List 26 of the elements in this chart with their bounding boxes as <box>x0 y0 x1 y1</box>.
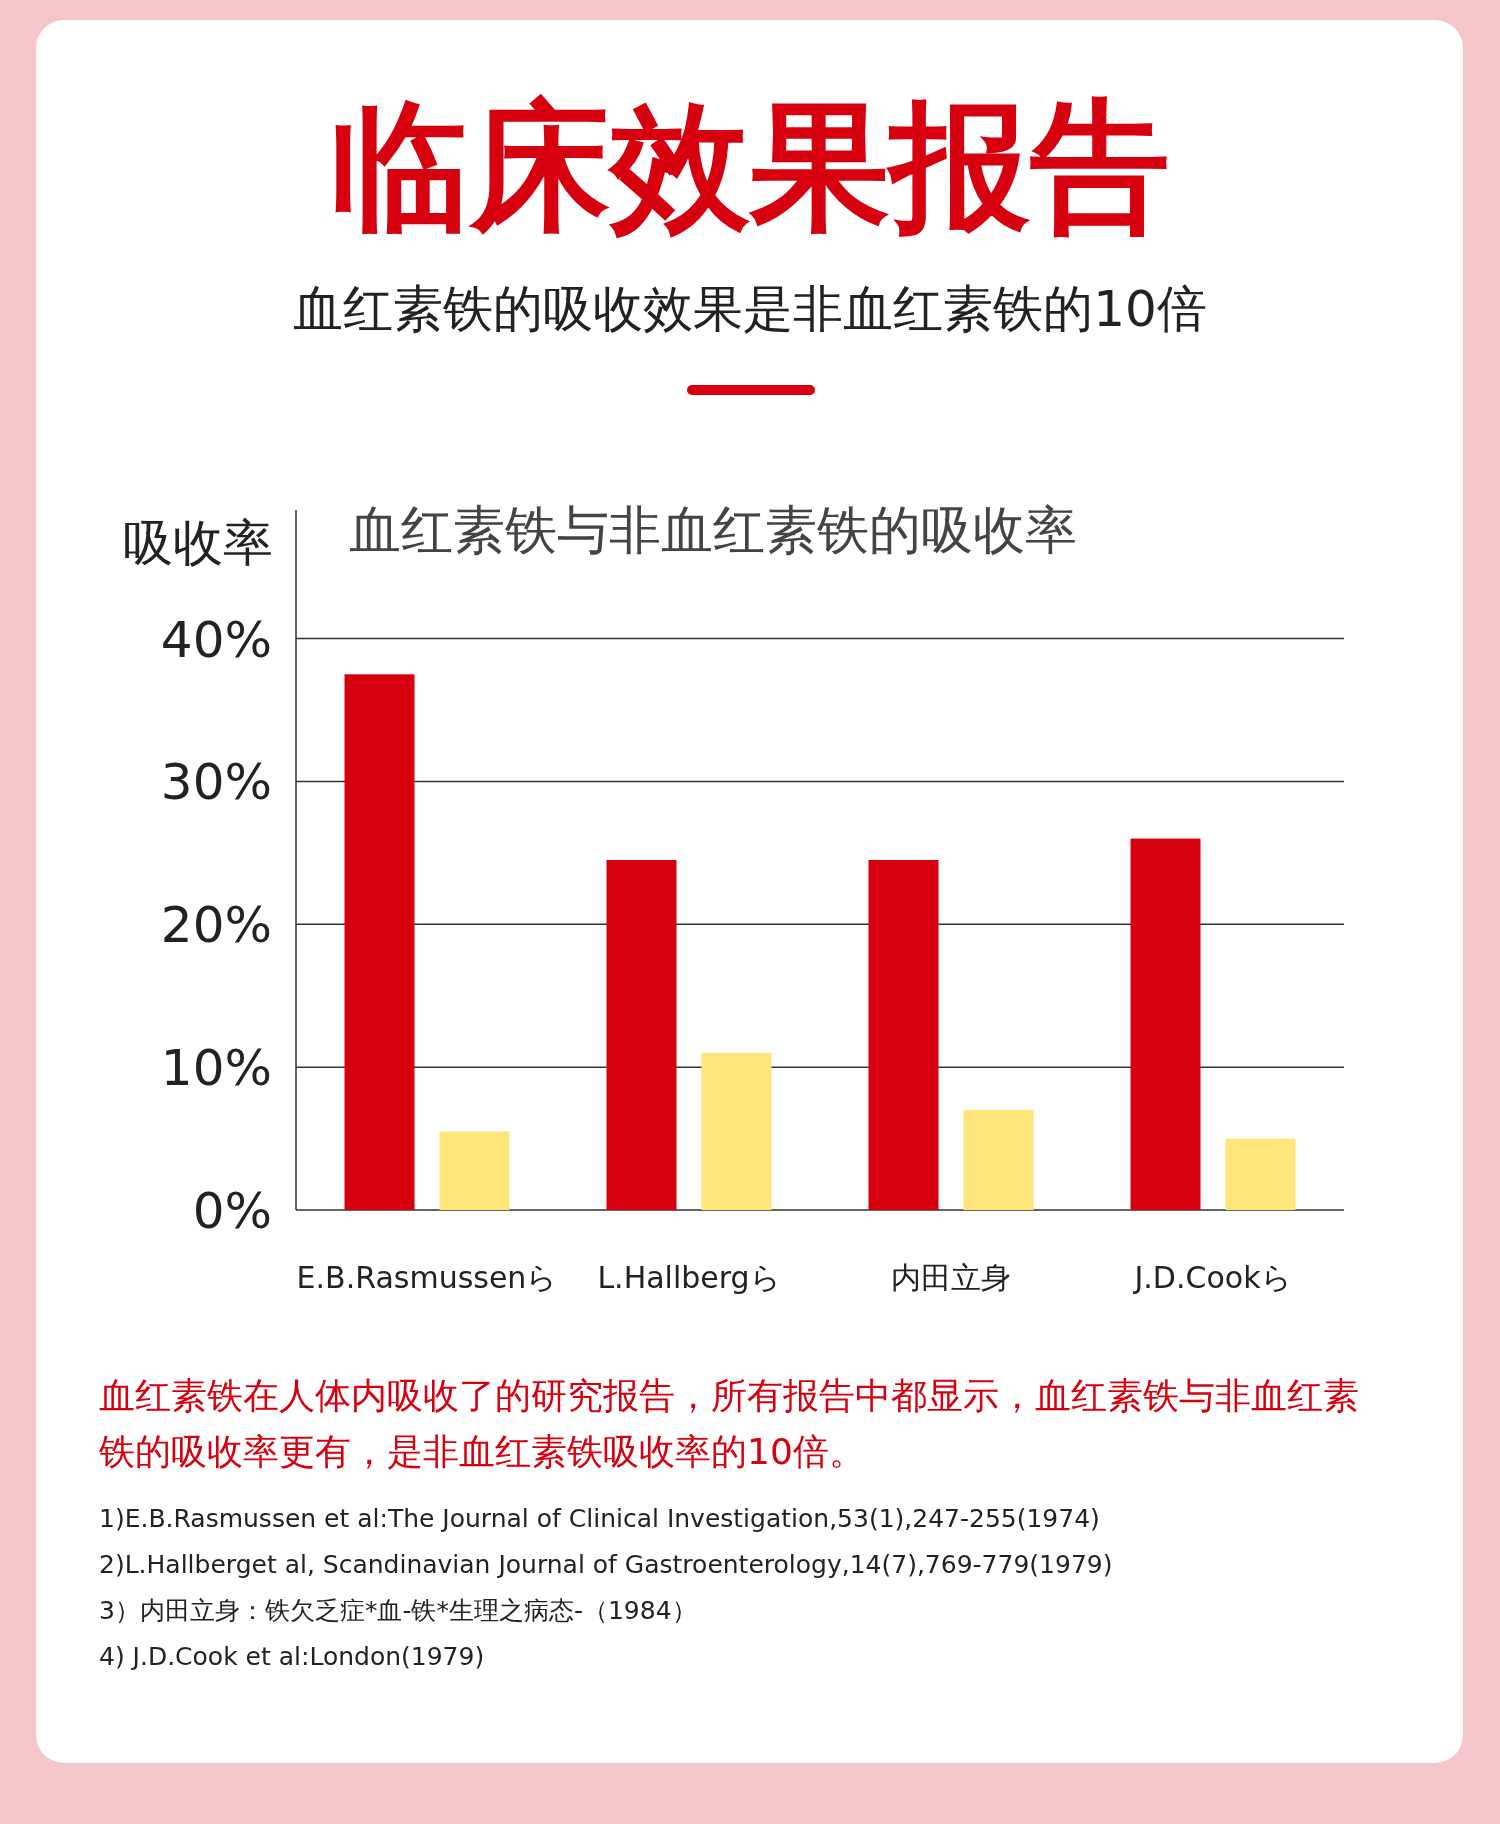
x-tick-label: 内田立身 <box>891 1260 1011 1295</box>
text: 3）内田立身：铁欠乏症*血-铁*生理之病态-（1984） <box>99 1596 697 1625</box>
bar <box>1225 1138 1296 1210</box>
y-axis-title: 吸收率 <box>123 514 273 572</box>
text: 2)L.Hallberget al, Scandinavian Journal of Gastroenterology,14(7),769-779(1979) <box>99 1550 1113 1579</box>
text: 血红素铁在人体内吸收了的研究报告，所有报告中都显示，血红素铁与非血红素铁的吸收率更有，是非血红素铁吸收率的10倍。 <box>98 1375 1359 1472</box>
y-tick-label: 0% <box>192 1182 272 1240</box>
x-tick-label: L.Hallbergら <box>597 1260 781 1295</box>
bar <box>701 1052 772 1210</box>
bar <box>344 674 415 1210</box>
x-tick-label: E.B.Rasmussenら <box>296 1260 558 1295</box>
bar <box>1130 838 1201 1210</box>
bar <box>606 860 677 1210</box>
y-tick-label: 10% <box>160 1039 272 1098</box>
chart-title: 临床效果报告 <box>330 85 1170 248</box>
bar <box>963 1110 1034 1210</box>
bar <box>868 860 939 1210</box>
y-tick-label: 20% <box>160 896 272 955</box>
text: 4) J.D.Cook et al:London(1979) <box>99 1642 485 1671</box>
chart-subtitle: 血红素铁的吸收效果是非血红素铁的10倍 <box>293 280 1207 338</box>
annotation: 血红素铁与非血红素铁的吸收率 <box>349 500 1077 560</box>
text: 1)E.B.Rasmussen et al:The Journal of Clinical Investigation,53(1),247-255(1974) <box>99 1504 1100 1533</box>
x-tick-label: J.D.Cookら <box>1132 1260 1292 1295</box>
y-tick-label: 40% <box>160 610 272 669</box>
bar <box>439 1131 510 1210</box>
y-tick-label: 30% <box>160 753 272 812</box>
